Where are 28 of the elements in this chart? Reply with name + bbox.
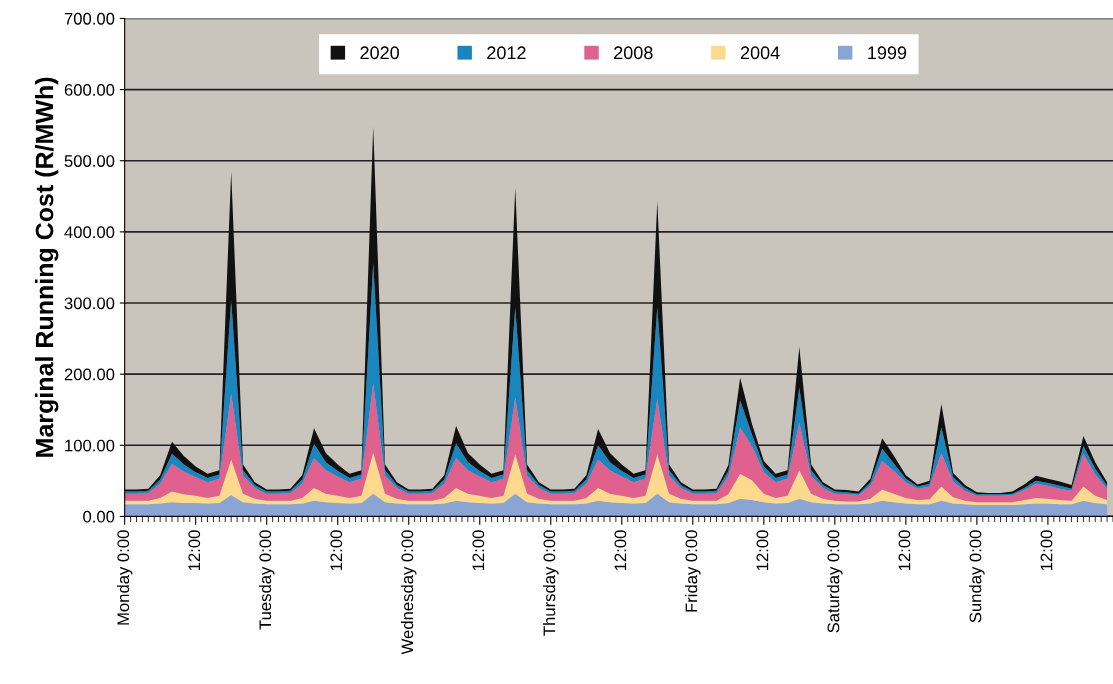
y-tick-label: 600.00 xyxy=(64,84,115,96)
y-tick-label: 100.00 xyxy=(65,439,115,452)
y-tick-label: 0.00 xyxy=(83,510,115,523)
x-tick-label: 12:00 xyxy=(330,530,343,571)
x-tick-label: Wednesday 0:00 xyxy=(400,530,417,655)
x-tick-label: 12:00 xyxy=(472,530,485,571)
y-axis-title: Marginal Running Cost (R/MWh) xyxy=(34,77,59,457)
x-tick-label: 12:00 xyxy=(1040,530,1053,571)
y-tick-label: 200.00 xyxy=(64,368,115,381)
x-tick-label: Sunday 0:00 xyxy=(969,530,985,623)
legend-label: 2004 xyxy=(740,46,780,60)
legend-label: 2008 xyxy=(614,46,653,60)
legend-label: 2020 xyxy=(360,46,399,60)
x-tick-label: 12:00 xyxy=(614,530,627,571)
y-tick-label: 500.00 xyxy=(64,155,115,167)
x-tick-label: Monday 0:00 xyxy=(116,530,133,625)
x-tick-label: Thursday 0:00 xyxy=(543,530,559,636)
legend-label: 2012 xyxy=(487,46,526,60)
x-tick-label: Friday 0:00 xyxy=(685,530,701,612)
x-tick-label: 12:00 xyxy=(188,530,201,571)
x-tick-label: Saturday 0:00 xyxy=(827,530,843,633)
x-tick-label: 12:00 xyxy=(898,530,911,571)
y-tick-label: 400.00 xyxy=(64,226,115,239)
y-tick-label: 700.00 xyxy=(64,12,115,25)
x-tick-label: Tuesday 0:00 xyxy=(258,530,275,630)
x-tick-label: 12:00 xyxy=(756,530,769,571)
y-tick-label: 300.00 xyxy=(64,297,115,310)
legend-label: 1999 xyxy=(868,46,907,60)
